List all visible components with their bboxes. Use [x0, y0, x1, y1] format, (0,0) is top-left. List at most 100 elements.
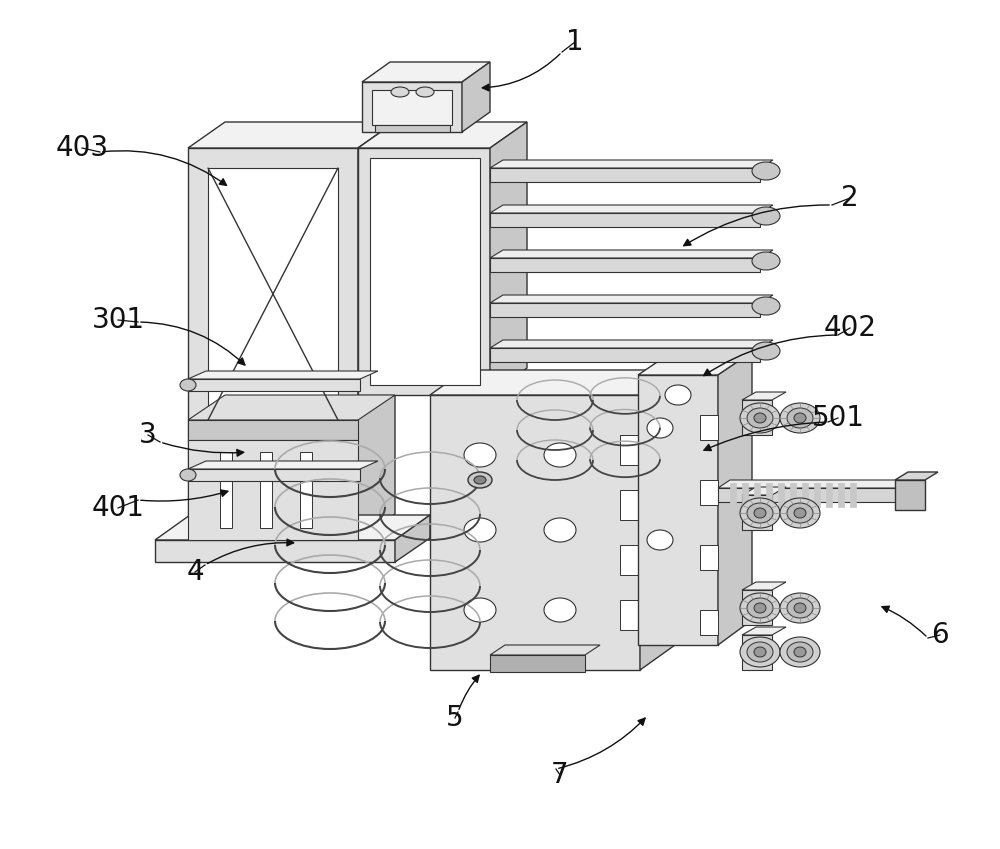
- Polygon shape: [742, 590, 772, 625]
- Text: 301: 301: [91, 306, 145, 334]
- Polygon shape: [850, 483, 856, 507]
- Polygon shape: [490, 348, 760, 362]
- Polygon shape: [638, 352, 752, 375]
- Text: 4: 4: [186, 558, 204, 586]
- Polygon shape: [188, 148, 358, 540]
- Text: 501: 501: [812, 404, 864, 432]
- Polygon shape: [358, 122, 395, 540]
- Polygon shape: [375, 125, 450, 132]
- Polygon shape: [358, 148, 490, 395]
- Polygon shape: [742, 392, 786, 400]
- Ellipse shape: [464, 518, 496, 542]
- Ellipse shape: [780, 498, 820, 528]
- Polygon shape: [718, 480, 912, 488]
- Ellipse shape: [752, 162, 780, 180]
- Polygon shape: [640, 370, 675, 670]
- Ellipse shape: [647, 530, 673, 550]
- Ellipse shape: [794, 647, 806, 657]
- Polygon shape: [188, 469, 360, 481]
- Polygon shape: [155, 515, 430, 540]
- Polygon shape: [838, 483, 844, 507]
- Polygon shape: [490, 205, 773, 213]
- Polygon shape: [188, 395, 395, 420]
- Polygon shape: [395, 515, 430, 562]
- Ellipse shape: [180, 469, 196, 481]
- Polygon shape: [362, 82, 462, 132]
- Ellipse shape: [416, 87, 434, 97]
- Polygon shape: [718, 352, 752, 645]
- Polygon shape: [700, 480, 718, 505]
- Polygon shape: [362, 62, 490, 82]
- Polygon shape: [742, 495, 772, 530]
- Text: 401: 401: [92, 494, 144, 522]
- Ellipse shape: [780, 593, 820, 623]
- Ellipse shape: [464, 443, 496, 467]
- Ellipse shape: [794, 603, 806, 613]
- Polygon shape: [895, 480, 925, 510]
- Text: 1: 1: [566, 28, 584, 56]
- Polygon shape: [814, 483, 820, 507]
- Ellipse shape: [665, 385, 691, 405]
- Polygon shape: [490, 303, 760, 317]
- Ellipse shape: [474, 476, 486, 484]
- Polygon shape: [620, 490, 640, 520]
- Ellipse shape: [740, 593, 780, 623]
- Ellipse shape: [754, 508, 766, 518]
- Polygon shape: [188, 461, 378, 469]
- Polygon shape: [895, 472, 938, 480]
- Text: 402: 402: [824, 314, 876, 342]
- Ellipse shape: [787, 503, 813, 523]
- Polygon shape: [718, 488, 900, 502]
- Ellipse shape: [544, 518, 576, 542]
- Polygon shape: [490, 122, 527, 395]
- Polygon shape: [490, 340, 773, 348]
- Polygon shape: [620, 600, 640, 630]
- Polygon shape: [188, 379, 360, 391]
- Polygon shape: [742, 487, 786, 495]
- Polygon shape: [490, 160, 773, 168]
- Text: 2: 2: [841, 184, 859, 212]
- Ellipse shape: [780, 637, 820, 667]
- Polygon shape: [620, 545, 640, 575]
- Polygon shape: [188, 440, 358, 540]
- Polygon shape: [790, 483, 796, 507]
- Ellipse shape: [794, 508, 806, 518]
- Ellipse shape: [464, 598, 496, 622]
- Ellipse shape: [544, 598, 576, 622]
- Ellipse shape: [740, 403, 780, 433]
- Polygon shape: [430, 395, 640, 670]
- Polygon shape: [700, 415, 718, 440]
- Ellipse shape: [752, 342, 780, 360]
- Polygon shape: [188, 420, 358, 440]
- Text: 6: 6: [931, 621, 949, 649]
- Polygon shape: [300, 452, 312, 528]
- Polygon shape: [742, 627, 786, 635]
- Ellipse shape: [794, 413, 806, 423]
- Polygon shape: [638, 375, 718, 645]
- Ellipse shape: [754, 647, 766, 657]
- Ellipse shape: [747, 503, 773, 523]
- Ellipse shape: [544, 443, 576, 467]
- Polygon shape: [490, 258, 760, 272]
- Polygon shape: [700, 545, 718, 570]
- Ellipse shape: [787, 408, 813, 428]
- Polygon shape: [490, 168, 760, 182]
- Polygon shape: [742, 483, 748, 507]
- Polygon shape: [490, 295, 773, 303]
- Ellipse shape: [754, 413, 766, 423]
- Ellipse shape: [747, 642, 773, 662]
- Polygon shape: [430, 370, 675, 395]
- Polygon shape: [462, 62, 490, 132]
- Polygon shape: [220, 452, 232, 528]
- Polygon shape: [742, 400, 772, 435]
- Polygon shape: [188, 122, 395, 148]
- Polygon shape: [778, 483, 784, 507]
- Polygon shape: [802, 483, 808, 507]
- Text: 7: 7: [551, 761, 569, 789]
- Ellipse shape: [752, 297, 780, 315]
- Text: 403: 403: [55, 134, 109, 162]
- Text: 3: 3: [139, 421, 157, 449]
- Ellipse shape: [391, 87, 409, 97]
- Polygon shape: [826, 483, 832, 507]
- Ellipse shape: [752, 252, 780, 270]
